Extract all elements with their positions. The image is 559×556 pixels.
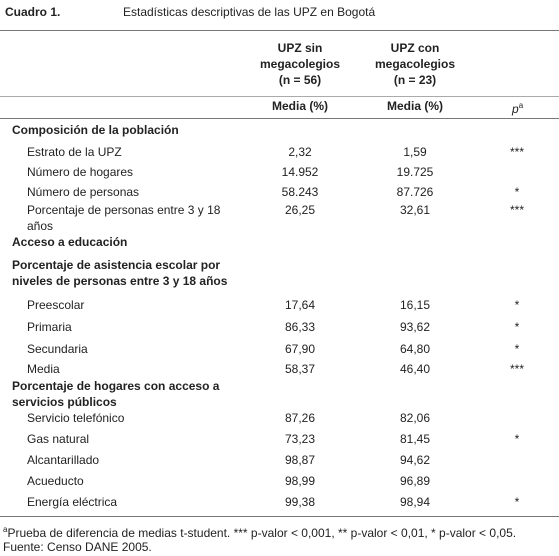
table-title: Estadísticas descriptivas de las UPZ en … xyxy=(123,5,376,19)
cell-value: 86,33 xyxy=(284,320,316,334)
p-header: pa xyxy=(512,98,523,117)
row-label: Primaria xyxy=(27,320,72,334)
p-sup: a xyxy=(518,101,524,110)
source: Fuente: Censo DANE 2005. xyxy=(3,540,152,554)
p-value: * xyxy=(514,342,520,356)
row-label: Número de personas xyxy=(27,185,140,199)
section-label: Porcentaje de hogares con acceso a xyxy=(12,379,220,393)
rule xyxy=(0,30,559,31)
row-label: Número de hogares xyxy=(27,165,134,179)
cell-value: 73,23 xyxy=(284,432,316,446)
row-label: Media xyxy=(27,362,60,376)
p-value: *** xyxy=(509,203,525,217)
cell-value: 19.725 xyxy=(396,165,434,179)
cell-value: 87.726 xyxy=(396,185,434,199)
row-label: Estrato de la UPZ xyxy=(27,145,122,159)
column-unit: Media (%) xyxy=(271,99,329,113)
column-header: megacolegios xyxy=(259,57,341,71)
footnote-mark: a xyxy=(3,525,8,534)
section-label: servicios públicos xyxy=(12,395,117,409)
cell-value: 46,40 xyxy=(399,362,431,376)
cell-value: 1,59 xyxy=(403,145,427,159)
cell-value: 16,15 xyxy=(399,298,431,312)
cell-value: 98,87 xyxy=(284,453,316,467)
p-value: * xyxy=(514,298,520,312)
table-label: Cuadro 1. xyxy=(5,5,61,19)
section-label: Porcentaje de asistencia escolar por xyxy=(12,258,221,272)
p-value: *** xyxy=(509,145,525,159)
footnote: aPrueba de diferencia de medias t-studen… xyxy=(3,522,516,541)
row-label: Gas natural xyxy=(27,432,90,446)
section-label: Acceso a educación xyxy=(12,235,128,249)
row-label: Secundaria xyxy=(27,342,88,356)
footnote-text: Prueba de diferencia de medias t-student… xyxy=(7,526,517,540)
rule xyxy=(0,516,559,517)
p-symbol: p xyxy=(512,102,519,116)
column-n: (n = 56) xyxy=(278,73,322,87)
cell-value: 82,06 xyxy=(399,411,431,425)
cell-value: 64,80 xyxy=(399,342,431,356)
column-n: (n = 23) xyxy=(393,73,437,87)
p-value: * xyxy=(514,320,520,334)
cell-value: 2,32 xyxy=(288,145,312,159)
cell-value: 99,38 xyxy=(284,495,316,509)
cell-value: 94,62 xyxy=(399,453,431,467)
rule xyxy=(0,96,559,97)
cell-value: 87,26 xyxy=(284,411,316,425)
section-label: Composición de la población xyxy=(12,123,179,137)
cell-value: 14.952 xyxy=(281,165,319,179)
column-unit: Media (%) xyxy=(386,99,444,113)
row-label: Preescolar xyxy=(27,298,85,312)
p-value: * xyxy=(514,185,520,199)
cell-value: 81,45 xyxy=(399,432,431,446)
rule xyxy=(0,118,559,119)
row-label: Alcantarillado xyxy=(27,453,100,467)
row-label: Porcentaje de personas entre 3 y 18 xyxy=(27,203,221,217)
cell-value: 98,94 xyxy=(399,495,431,509)
p-value: *** xyxy=(509,362,525,376)
cell-value: 32,61 xyxy=(399,203,431,217)
cell-value: 17,64 xyxy=(284,298,316,312)
cell-value: 26,25 xyxy=(284,203,316,217)
cell-value: 67,90 xyxy=(284,342,316,356)
cell-value: 58.243 xyxy=(281,185,319,199)
row-label: Servicio telefónico xyxy=(27,411,125,425)
p-value: * xyxy=(514,495,520,509)
p-value: * xyxy=(514,432,520,446)
column-header: UPZ con xyxy=(390,41,440,55)
row-label: Acueducto xyxy=(27,474,84,488)
cell-value: 93,62 xyxy=(399,320,431,334)
cell-value: 98,99 xyxy=(284,474,316,488)
row-label: años xyxy=(27,219,54,233)
column-header: megacolegios xyxy=(374,57,456,71)
cell-value: 96,89 xyxy=(399,474,431,488)
section-label: niveles de personas entre 3 y 18 años xyxy=(12,274,228,288)
row-label: Energía eléctrica xyxy=(27,495,118,509)
column-header: UPZ sin xyxy=(277,41,323,55)
cell-value: 58,37 xyxy=(284,362,316,376)
